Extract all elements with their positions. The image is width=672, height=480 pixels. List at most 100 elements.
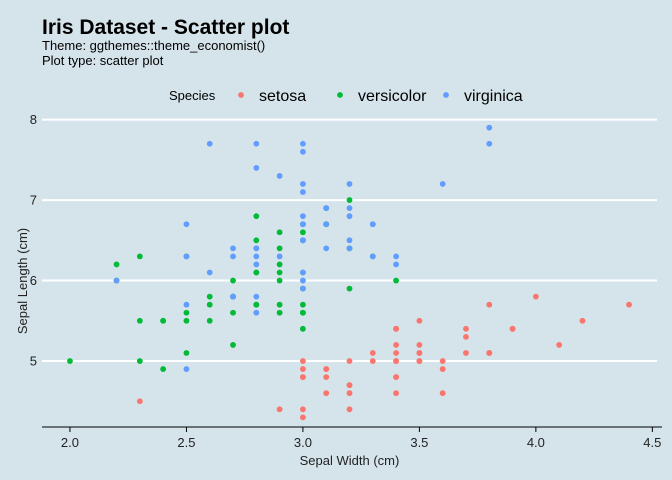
legend-label-virginica: virginica xyxy=(464,88,523,105)
point-setosa xyxy=(509,325,516,332)
point-versicolor xyxy=(183,317,190,324)
point-virginica xyxy=(300,148,306,155)
point-versicolor xyxy=(300,301,306,308)
point-setosa xyxy=(136,398,143,405)
point-setosa xyxy=(300,366,306,372)
point-setosa xyxy=(393,342,399,348)
point-virginica xyxy=(300,189,306,195)
point-setosa xyxy=(393,390,399,397)
point-versicolor xyxy=(67,358,73,364)
point-setosa xyxy=(579,317,586,324)
point-setosa xyxy=(369,358,376,364)
point-versicolor xyxy=(230,277,236,284)
legend-title: Species xyxy=(169,88,216,103)
point-setosa xyxy=(463,325,469,332)
point-setosa xyxy=(532,293,539,300)
x-tick-label: 3.5 xyxy=(410,435,428,450)
x-tick-label: 2.0 xyxy=(61,435,79,450)
point-setosa xyxy=(463,350,469,356)
point-setosa xyxy=(556,342,563,348)
point-versicolor xyxy=(253,269,260,276)
point-versicolor xyxy=(276,301,283,308)
point-versicolor xyxy=(300,309,306,316)
point-virginica xyxy=(300,277,306,284)
point-virginica xyxy=(393,253,399,260)
point-virginica xyxy=(393,261,399,268)
legend-key-setosa xyxy=(238,92,244,98)
point-setosa xyxy=(416,358,423,364)
point-virginica xyxy=(253,309,260,316)
point-versicolor xyxy=(276,269,283,276)
y-axis-ticks: 5 6 7 8 xyxy=(30,112,37,368)
point-versicolor xyxy=(276,245,283,252)
point-virginica xyxy=(276,173,283,179)
point-setosa xyxy=(416,350,423,356)
point-virginica xyxy=(183,221,190,228)
point-versicolor xyxy=(183,350,190,356)
point-versicolor xyxy=(206,301,213,308)
point-versicolor xyxy=(160,366,167,372)
data-points xyxy=(67,124,632,421)
point-virginica xyxy=(253,245,260,252)
point-versicolor xyxy=(253,301,260,308)
point-versicolor xyxy=(276,261,283,268)
point-setosa xyxy=(346,390,353,397)
point-virginica xyxy=(346,181,353,187)
point-versicolor xyxy=(393,277,399,284)
point-virginica xyxy=(369,221,376,228)
point-setosa xyxy=(276,406,283,413)
point-setosa xyxy=(486,301,493,308)
point-versicolor xyxy=(136,317,143,324)
point-virginica xyxy=(206,140,213,147)
point-setosa xyxy=(300,414,306,421)
point-virginica xyxy=(486,140,493,147)
point-versicolor xyxy=(113,261,120,268)
point-virginica xyxy=(369,253,376,260)
point-setosa xyxy=(323,366,330,372)
point-setosa xyxy=(323,390,330,397)
legend-label-versicolor: versicolor xyxy=(358,88,427,105)
point-versicolor xyxy=(346,285,353,292)
point-versicolor xyxy=(253,213,260,220)
point-virginica xyxy=(300,237,306,244)
point-virginica xyxy=(183,253,190,260)
point-versicolor xyxy=(206,293,213,300)
point-virginica xyxy=(253,261,260,268)
point-setosa xyxy=(346,382,353,389)
point-virginica xyxy=(230,293,236,300)
point-virginica xyxy=(253,253,260,260)
chart-title: Iris Dataset - Scatter plot xyxy=(42,16,289,39)
point-versicolor xyxy=(253,237,260,244)
point-setosa xyxy=(393,325,399,332)
point-virginica xyxy=(323,245,330,252)
point-virginica xyxy=(113,277,120,284)
y-tick-label: 7 xyxy=(30,193,37,208)
legend: Species setosa versicolor virginica xyxy=(169,88,523,105)
x-axis-label: Sepal Width (cm) xyxy=(300,453,400,468)
y-axis-label: Sepal Length (cm) xyxy=(15,228,30,334)
point-virginica xyxy=(253,293,260,300)
point-setosa xyxy=(626,301,632,308)
point-versicolor xyxy=(230,342,236,348)
point-virginica xyxy=(300,221,306,228)
point-setosa xyxy=(369,350,376,356)
point-virginica xyxy=(346,245,353,252)
point-versicolor xyxy=(136,253,143,260)
point-virginica xyxy=(323,221,330,228)
point-setosa xyxy=(463,333,469,340)
point-virginica xyxy=(276,253,283,260)
x-tick-label: 4.0 xyxy=(527,435,545,450)
chart-subtitle-line-1: Theme: ggthemes::theme_economist() xyxy=(42,38,265,53)
y-tick-label: 6 xyxy=(30,273,37,288)
point-setosa xyxy=(346,358,353,364)
point-virginica xyxy=(300,140,306,147)
point-virginica xyxy=(230,245,236,252)
point-virginica xyxy=(323,205,330,212)
point-setosa xyxy=(439,358,446,364)
point-setosa xyxy=(486,350,493,356)
point-setosa xyxy=(323,374,330,381)
x-tick-label: 4.5 xyxy=(643,435,661,450)
point-setosa xyxy=(439,390,446,397)
